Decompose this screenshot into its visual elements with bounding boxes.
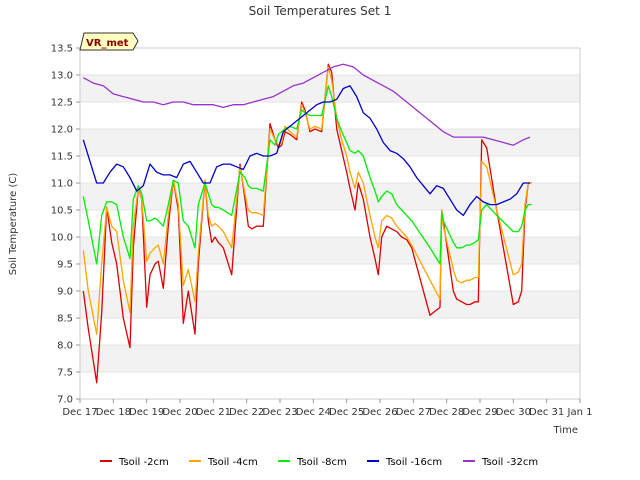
x-tick-label: Dec 23 [262, 407, 297, 418]
annotation-label: VR_met [86, 38, 129, 49]
y-tick-label: 9.0 [57, 287, 73, 298]
x-tick-label: Dec 18 [96, 407, 131, 418]
annotation-box: VR_met [79, 32, 139, 51]
legend: Tsoil -2cm Tsoil -4cm Tsoil -8cm Tsoil -16c… [100, 457, 538, 468]
x-tick-label: Dec 20 [162, 407, 197, 418]
grid-bands [80, 47, 580, 400]
legend-label-tsoil-32cm: Tsoil -32cm [481, 457, 538, 468]
x-tick-label: Dec 24 [296, 407, 331, 418]
legend-label-tsoil-16cm: Tsoil -16cm [385, 457, 442, 468]
x-tick-label: Dec 25 [329, 407, 364, 418]
x-tick-label: Jan 1 [567, 407, 593, 418]
x-tick-label: Dec 26 [362, 407, 397, 418]
y-tick-label: 13.5 [51, 44, 73, 55]
legend-label-tsoil-8cm: Tsoil -8cm [296, 457, 347, 468]
y-tick-label: 9.5 [57, 260, 73, 271]
series-line-tsoil-32cm [82, 63, 531, 146]
grid-band [80, 75, 580, 102]
x-axis-title: Time [553, 425, 578, 436]
y-tick-label: 8.5 [57, 314, 73, 325]
x-tick-label: Dec 19 [129, 407, 164, 418]
series-lines [82, 63, 532, 384]
x-tick-label: Dec 27 [396, 407, 431, 418]
y-tick-label: 13.0 [51, 71, 73, 82]
y-tick-label: 7.5 [57, 368, 73, 379]
y-axis: 7.0 7.5 8.0 8.5 9.0 9.5 10.0 10.5 11.0 11.5 12.0 12… [51, 44, 80, 406]
y-axis-title: Soil Temperature (C) [8, 173, 19, 276]
grid-band [80, 129, 580, 156]
y-tick-label: 10.0 [51, 233, 73, 244]
y-tick-label: 10.5 [51, 206, 73, 217]
grid-band [80, 183, 580, 210]
legend-label-tsoil-4cm: Tsoil -4cm [207, 457, 258, 468]
y-tick-label: 12.5 [51, 98, 73, 109]
x-tick-label: Dec 31 [529, 407, 564, 418]
y-tick-label: 12.0 [51, 125, 73, 136]
x-tick-label: Dec 17 [62, 407, 97, 418]
y-tick-label: 8.0 [57, 341, 73, 352]
x-tick-label: Dec 22 [229, 407, 264, 418]
plot-frame [79, 47, 581, 400]
y-tick-label: 11.5 [51, 152, 73, 163]
chart-title: Soil Temperatures Set 1 [249, 4, 392, 18]
grid-band [80, 291, 580, 318]
x-tick-label: Dec 29 [462, 407, 497, 418]
y-tick-label: 7.0 [57, 395, 73, 406]
legend-label-tsoil-2cm: Tsoil -2cm [118, 457, 169, 468]
x-tick-label: Dec 28 [429, 407, 464, 418]
y-tick-label: 11.0 [51, 179, 73, 190]
series-line-tsoil-16cm [82, 85, 530, 217]
x-tick-label: Dec 21 [196, 407, 231, 418]
x-tick-label: Dec 30 [496, 407, 531, 418]
grid-band [80, 345, 580, 372]
